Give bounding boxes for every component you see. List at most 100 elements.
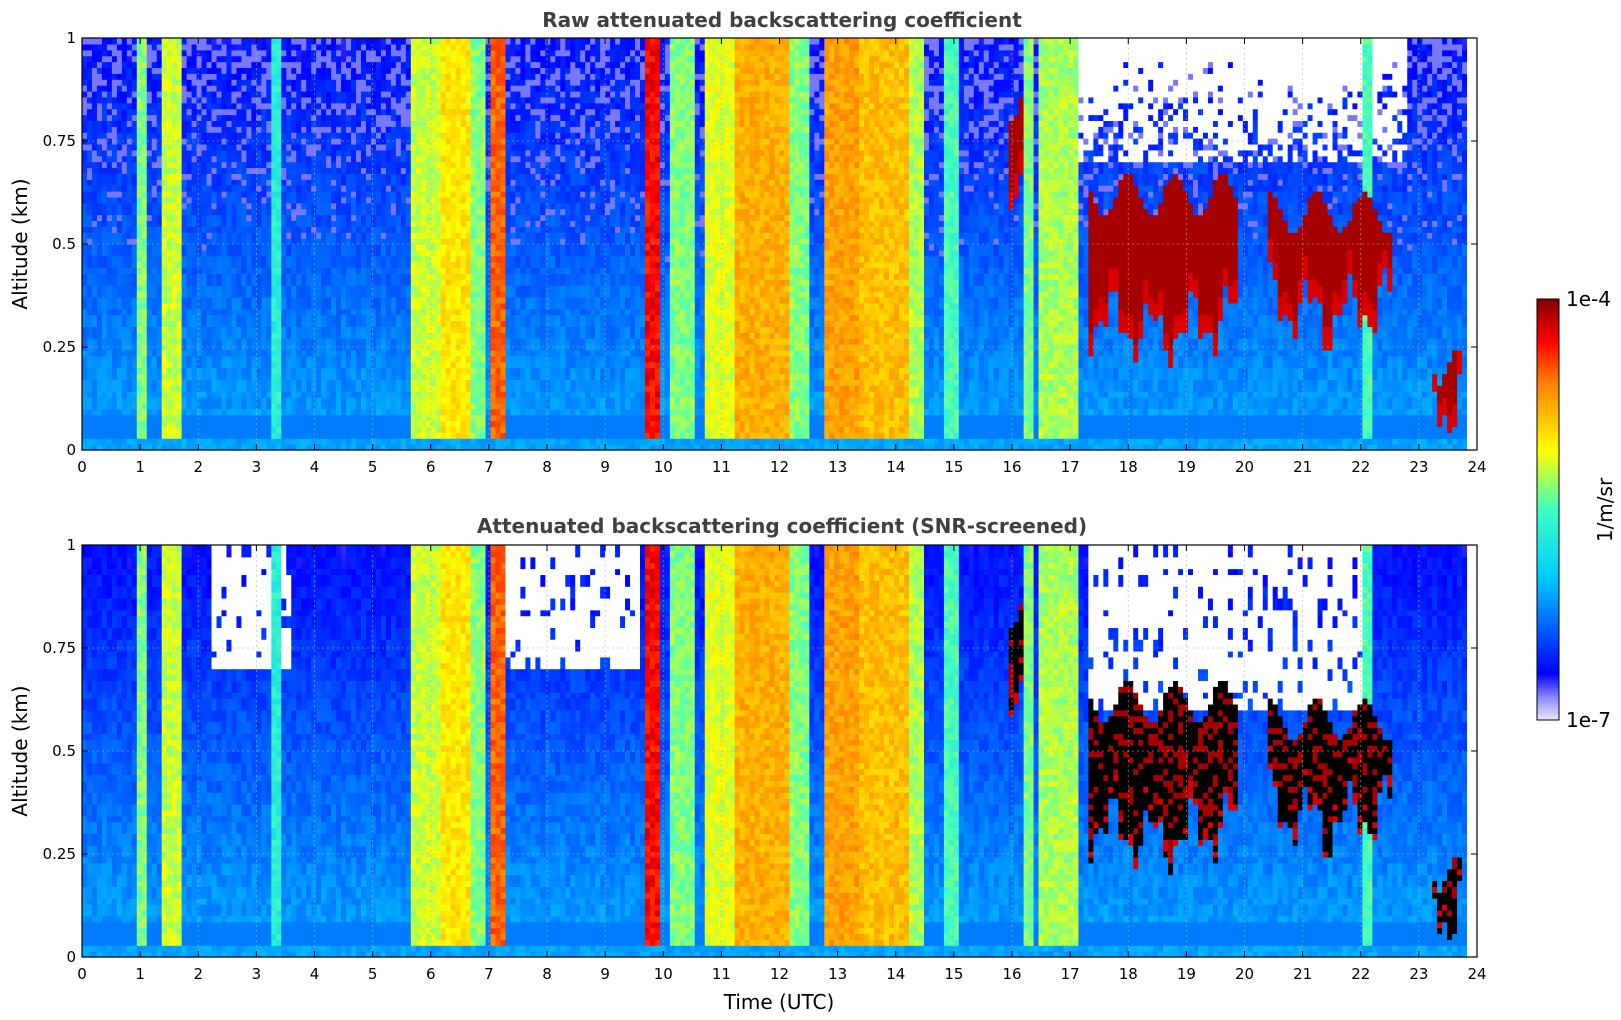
heatmap-cell xyxy=(107,338,113,344)
heatmap-cell xyxy=(231,415,237,421)
heatmap-cell xyxy=(142,156,148,162)
heatmap-cell xyxy=(97,391,103,397)
heatmap-cell xyxy=(142,103,148,109)
heatmap-cell xyxy=(117,409,123,415)
heatmap-cell xyxy=(202,132,208,138)
heatmap-cell xyxy=(177,362,183,368)
heatmap-cell xyxy=(212,79,218,85)
heatmap-cell xyxy=(102,432,108,438)
heatmap-cell xyxy=(152,285,158,291)
heatmap-cell xyxy=(231,250,237,256)
heatmap-cell xyxy=(207,285,213,291)
heatmap-cell xyxy=(107,185,113,191)
heatmap-cell xyxy=(226,67,232,73)
heatmap-cell xyxy=(212,438,218,444)
heatmap-cell xyxy=(112,185,118,191)
heatmap-cell xyxy=(202,421,208,427)
heatmap-cell xyxy=(177,185,183,191)
heatmap-cell xyxy=(142,132,148,138)
heatmap-cell xyxy=(172,109,178,115)
heatmap-cell xyxy=(112,385,118,391)
heatmap-cell xyxy=(207,126,213,132)
heatmap-cell xyxy=(231,350,237,356)
heatmap-cell xyxy=(167,397,173,403)
heatmap-cell xyxy=(212,368,218,374)
heatmap-cell xyxy=(112,426,118,432)
heatmap-cell xyxy=(127,197,133,203)
heatmap-cell xyxy=(231,162,237,168)
heatmap-cell xyxy=(187,373,193,379)
heatmap-cell xyxy=(177,56,183,62)
heatmap-cell xyxy=(132,338,138,344)
heatmap-cell xyxy=(236,421,242,427)
heatmap-cell xyxy=(172,391,178,397)
heatmap-cell xyxy=(207,132,213,138)
heatmap-cell xyxy=(157,403,163,409)
heatmap-cell xyxy=(157,350,163,356)
heatmap-cell xyxy=(222,120,228,126)
heatmap-cell xyxy=(117,173,123,179)
heatmap-cell xyxy=(82,397,88,403)
heatmap-cell xyxy=(102,167,108,173)
heatmap-cell xyxy=(142,73,148,79)
heatmap-cell xyxy=(117,332,123,338)
heatmap-cell xyxy=(102,415,108,421)
heatmap-cell xyxy=(162,362,168,368)
heatmap-cell xyxy=(212,350,218,356)
heatmap-cell xyxy=(187,97,193,103)
heatmap-cell xyxy=(202,91,208,97)
heatmap-cell xyxy=(192,262,198,268)
heatmap-cell xyxy=(187,209,193,215)
heatmap-cell xyxy=(167,244,173,250)
heatmap-cell xyxy=(87,203,93,209)
heatmap-cell xyxy=(222,67,228,73)
heatmap-cell xyxy=(97,373,103,379)
heatmap-cell xyxy=(217,268,223,274)
heatmap-cell xyxy=(87,291,93,297)
heatmap-cell xyxy=(137,256,143,262)
heatmap-cell xyxy=(107,144,113,150)
heatmap-cell xyxy=(167,50,173,56)
heatmap-cell xyxy=(132,309,138,315)
heatmap-cell xyxy=(202,297,208,303)
heatmap-cell xyxy=(197,115,203,121)
heatmap-cell xyxy=(122,438,128,444)
heatmap-cell xyxy=(231,426,237,432)
heatmap-cell xyxy=(92,226,98,232)
heatmap-cell xyxy=(102,97,108,103)
heatmap-cell xyxy=(127,50,133,56)
heatmap-cell xyxy=(197,426,203,432)
heatmap-cell xyxy=(152,315,158,321)
heatmap-cell xyxy=(137,309,143,315)
heatmap-cell xyxy=(162,73,168,79)
heatmap-cell xyxy=(217,244,223,250)
heatmap-cell xyxy=(226,109,232,115)
heatmap-cell xyxy=(182,79,188,85)
heatmap-cell xyxy=(122,191,128,197)
heatmap-cell xyxy=(217,203,223,209)
heatmap-cell xyxy=(137,167,143,173)
heatmap-cell xyxy=(102,109,108,115)
heatmap-cell xyxy=(222,44,228,50)
heatmap-cell xyxy=(192,38,198,44)
heatmap-cell xyxy=(122,379,128,385)
heatmap-cell xyxy=(97,44,103,50)
heatmap-cell xyxy=(236,256,242,262)
heatmap-cell xyxy=(152,67,158,73)
heatmap-cell xyxy=(207,115,213,121)
heatmap-cell xyxy=(187,285,193,291)
heatmap-cell xyxy=(132,356,138,362)
heatmap-cell xyxy=(152,250,158,256)
heatmap-cell xyxy=(132,226,138,232)
heatmap-cell xyxy=(172,432,178,438)
heatmap-cell xyxy=(87,285,93,291)
heatmap-cell xyxy=(197,338,203,344)
heatmap-cell xyxy=(162,109,168,115)
heatmap-cell xyxy=(92,150,98,156)
heatmap-cell xyxy=(132,285,138,291)
heatmap-cell xyxy=(142,44,148,50)
heatmap-cell xyxy=(177,321,183,327)
heatmap-cell xyxy=(162,391,168,397)
heatmap-cell xyxy=(92,368,98,374)
heatmap-cell xyxy=(177,421,183,427)
